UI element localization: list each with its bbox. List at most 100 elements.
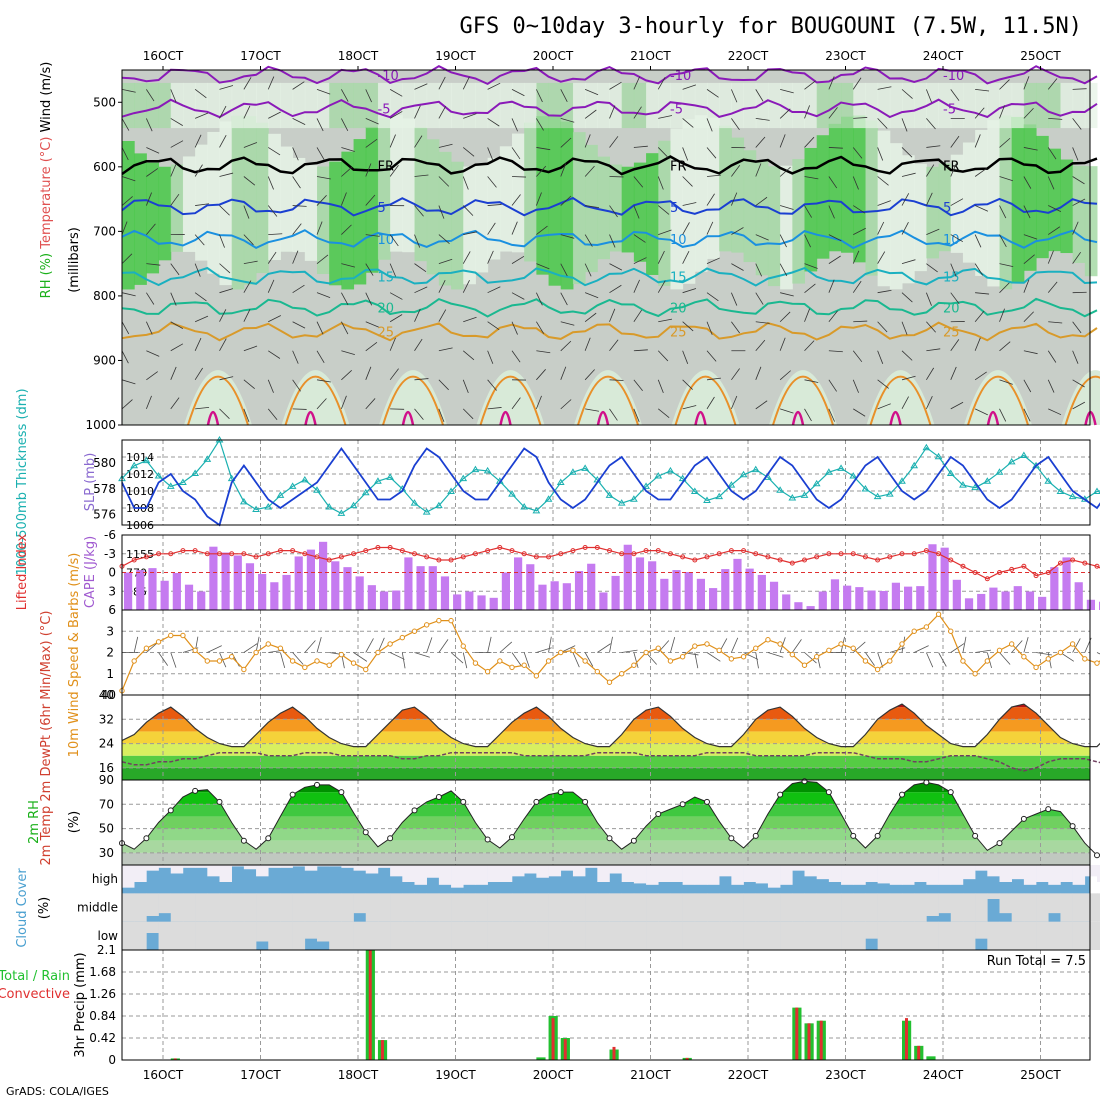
wind-barb bbox=[560, 321, 575, 326]
surface-wind-barb bbox=[682, 652, 699, 656]
lifted-index-marker bbox=[204, 551, 210, 557]
thickness-marker bbox=[751, 465, 760, 473]
surface-wind-barb bbox=[548, 636, 552, 653]
cape-bar bbox=[282, 574, 291, 610]
rh-shade bbox=[743, 150, 757, 263]
cloud-clear-cell bbox=[317, 865, 330, 867]
thickness-marker bbox=[1007, 457, 1016, 465]
wind-barb bbox=[1072, 198, 1086, 206]
boundary-layer-plume bbox=[769, 370, 837, 425]
wind-barb bbox=[414, 105, 421, 119]
rh-shade-upper bbox=[743, 82, 757, 129]
cloud-clear-cell bbox=[207, 893, 220, 922]
wind-barb bbox=[511, 118, 518, 132]
wind-barb bbox=[365, 163, 372, 177]
rh-tick-label: 90 bbox=[99, 773, 114, 787]
cape-bar bbox=[1062, 557, 1071, 610]
precip-convective-bar bbox=[795, 1007, 799, 1060]
isotherm-35-line bbox=[499, 410, 512, 426]
cloud-clear-cell bbox=[1084, 893, 1098, 922]
rh-shade bbox=[755, 160, 769, 276]
lifted-index-tick-label: 0 bbox=[108, 566, 116, 580]
cloud-clear-cell bbox=[1048, 893, 1061, 914]
cloud-clear-cell bbox=[731, 865, 744, 885]
cape-bar bbox=[879, 591, 888, 610]
rh-shade bbox=[853, 115, 866, 263]
isotherm-line bbox=[121, 196, 1098, 217]
wind-barb bbox=[462, 147, 475, 157]
wind-speed-marker bbox=[241, 666, 247, 673]
wind-barb bbox=[779, 108, 791, 119]
rh-shade-upper bbox=[914, 82, 927, 129]
wind-barb bbox=[755, 163, 762, 177]
cloud-clear-cell bbox=[889, 921, 903, 950]
thickness-marker bbox=[727, 481, 736, 488]
wind-barb bbox=[633, 234, 646, 243]
cloud-clear-cell bbox=[1072, 921, 1086, 950]
rh-bands-group bbox=[122, 781, 1090, 865]
cape-bar bbox=[343, 567, 352, 610]
rh-shade bbox=[243, 116, 257, 285]
cape-bar bbox=[769, 581, 779, 610]
wind-barb bbox=[657, 280, 666, 293]
wind-barb bbox=[779, 234, 787, 248]
thickness-marker bbox=[690, 487, 699, 495]
wind-barb bbox=[243, 308, 251, 322]
isotherm-label: 5 bbox=[378, 201, 386, 216]
wind-barb bbox=[706, 174, 721, 177]
surface-wind-barb bbox=[743, 652, 759, 660]
wind-barb bbox=[780, 88, 794, 94]
temp-tick-label: 40 bbox=[99, 688, 114, 702]
cloud-clear-cell bbox=[304, 921, 318, 939]
rh-shade bbox=[317, 166, 330, 275]
cape-bar bbox=[623, 544, 632, 610]
rh-shade bbox=[1084, 166, 1098, 277]
wind-barb bbox=[877, 321, 888, 333]
wind-speed-marker bbox=[655, 645, 661, 651]
wind-barb bbox=[268, 147, 281, 156]
isotherm-35-line bbox=[986, 410, 1000, 426]
rh-shade-upper bbox=[938, 82, 952, 129]
rh-shade-upper bbox=[487, 82, 501, 129]
rh-shade bbox=[377, 118, 391, 260]
rh-marker bbox=[630, 837, 637, 844]
wind-speed-marker bbox=[558, 649, 564, 656]
wind-barb bbox=[414, 378, 429, 381]
thickness-marker bbox=[410, 499, 419, 506]
lifted-index-marker bbox=[253, 554, 259, 560]
wind-barb bbox=[584, 337, 591, 351]
wind-barb bbox=[999, 105, 1005, 119]
wind-barb bbox=[706, 221, 714, 235]
wind-barb bbox=[1072, 350, 1079, 364]
wind-barb bbox=[926, 396, 933, 410]
pressure-tick-label: 900 bbox=[93, 353, 116, 367]
cape-bar bbox=[367, 585, 376, 610]
wind-barb bbox=[121, 118, 130, 131]
wind-barb bbox=[657, 408, 670, 418]
rh-marker bbox=[679, 801, 686, 808]
wind-speed-marker bbox=[216, 658, 223, 664]
thickness-marker bbox=[276, 491, 285, 498]
run-total-label: Run Total = 7.5 bbox=[987, 954, 1086, 969]
temp-top-tick-label: 40 bbox=[101, 688, 116, 702]
boundary-layer-plume bbox=[574, 370, 642, 425]
lifted-index-marker bbox=[838, 551, 844, 557]
wind-barb bbox=[219, 234, 225, 248]
isotherm-label: 20 bbox=[378, 302, 395, 317]
cloud-clear-cell bbox=[158, 893, 172, 914]
wind-barb bbox=[267, 205, 278, 217]
cloud-clear-cell bbox=[487, 865, 501, 882]
thickness-marker bbox=[569, 468, 577, 475]
cloud-clear-cell bbox=[512, 893, 525, 922]
precip-tick-label: 0.42 bbox=[89, 1031, 116, 1045]
wind-speed-marker bbox=[643, 649, 649, 656]
cloud-clear-cell bbox=[451, 893, 464, 922]
rh-marker bbox=[1020, 815, 1027, 822]
cape-bar bbox=[416, 566, 425, 610]
cloud-clear-cell bbox=[146, 865, 159, 871]
wind-barb bbox=[706, 292, 719, 302]
cloud-clear-cell bbox=[755, 865, 769, 884]
wind-barb bbox=[341, 89, 349, 102]
wind-barb bbox=[219, 263, 231, 274]
isotherm-label: 25 bbox=[378, 325, 395, 340]
